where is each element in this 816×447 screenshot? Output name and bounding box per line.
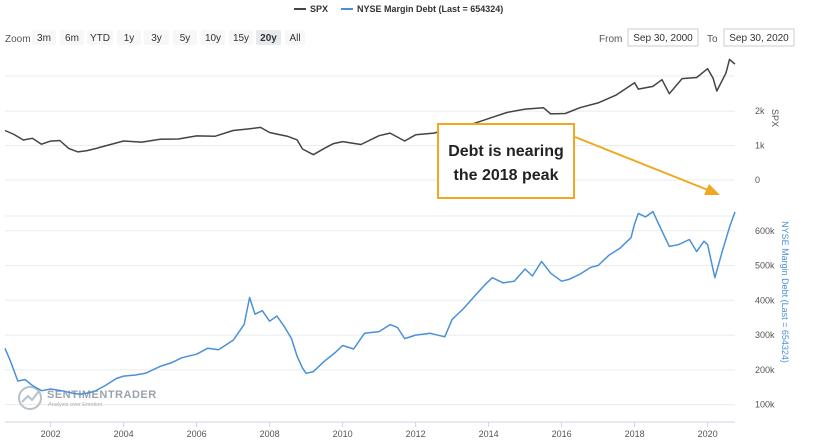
y-tick-label: 400k: [755, 295, 775, 305]
zoom-button-1y[interactable]: 1y: [117, 30, 141, 45]
from-date-box: [627, 28, 699, 47]
x-tick-label: 2020: [698, 429, 718, 439]
series-spx: [4, 58, 736, 156]
zoom-button-label: 15y: [233, 33, 249, 44]
arrow-line: [574, 136, 709, 191]
series-margin-debt: [4, 210, 736, 395]
zoom-button-bg: [229, 30, 253, 45]
zoom-label: Zoom: [5, 34, 31, 45]
zoom-button-label: 3y: [151, 33, 162, 44]
from-label: From: [599, 34, 622, 45]
grid-bottom: [5, 215, 735, 406]
legend: SPX NYSE Margin Debt (Last = 654324): [294, 4, 503, 14]
logo-tagline: Analysis over Emotion: [48, 402, 102, 408]
zoom-button-bg: [144, 30, 169, 45]
annotation-box: Debt is nearing the 2018 peak: [437, 123, 575, 199]
zoom-button-bg: [117, 30, 141, 45]
y-tick-label: 200k: [755, 365, 775, 375]
x-tick-label: 2016: [552, 429, 572, 439]
y-tick-label: 2k: [755, 106, 765, 116]
zoom-button-5y[interactable]: 5y: [173, 30, 197, 45]
zoom-button-bg: [60, 30, 84, 45]
zoom-button-bg: [256, 30, 281, 45]
zoom-button-label: 10y: [205, 33, 221, 44]
zoom-button-label: 6m: [65, 33, 79, 44]
zoom-button-bg: [87, 30, 113, 45]
annotation-arrow: [574, 136, 720, 195]
to-date-value: Sep 30, 2020: [729, 33, 789, 44]
zoom-button-label: All: [289, 33, 300, 44]
series-line-spx: [4, 58, 736, 156]
annotation-border: [437, 123, 575, 199]
zoom-button-label: 3m: [37, 33, 51, 44]
to-date-box: [723, 28, 795, 47]
zoom-button-label: 5y: [180, 33, 191, 44]
annotation-line-1: Debt is nearing: [448, 143, 564, 160]
zoom-button-20y[interactable]: 20y: [256, 30, 281, 45]
zoom-button-ytd[interactable]: YTD: [87, 30, 113, 45]
y-tick-label: 500k: [755, 261, 775, 271]
zoom-button-15y[interactable]: 15y: [229, 30, 253, 45]
logo-name: SENTIMENTRADER: [47, 389, 157, 401]
zoom-button-label: YTD: [90, 33, 110, 44]
x-tick-label: 2018: [625, 429, 645, 439]
x-tick-label: 2010: [333, 429, 353, 439]
y-tick-label: 100k: [755, 400, 775, 410]
y-tick-label: 0: [755, 175, 760, 185]
from-date-input[interactable]: Sep 30, 2000: [627, 28, 699, 47]
zoom-button-3m[interactable]: 3m: [32, 30, 56, 45]
to-label: To: [707, 34, 718, 45]
y-axis-title: NYSE Margin Debt (Last = 654324): [780, 221, 790, 363]
x-tick-label: 2012: [406, 429, 426, 439]
y-axis-margin-debt: 100k 200k 300k 400k 500k 600k NYSE Margin Debt…: [755, 221, 790, 410]
logo-mark: [18, 386, 42, 410]
zoom-button-label: 1y: [124, 33, 135, 44]
zoom-button-6m[interactable]: 6m: [60, 30, 84, 45]
x-tick-label: 2014: [479, 429, 499, 439]
zoom-button-group: 3m 6m YTD 1y 3y 5y 10y 15y 20y All: [32, 30, 305, 45]
annotation-line-2: the 2018 peak: [454, 167, 559, 184]
x-tick-label: 2006: [187, 429, 207, 439]
to-date-input[interactable]: Sep 30, 2020: [723, 28, 795, 47]
x-axis: 2002 2004 2006 2008 2010 2012 2014 2016 2018 2020: [5, 421, 735, 439]
zoom-button-label: 20y: [260, 33, 277, 44]
x-tick-label: 2008: [260, 429, 280, 439]
x-tick-label: 2002: [41, 429, 61, 439]
y-axis-spx: 0 1k 2k SPX: [755, 106, 780, 185]
y-tick-label: 600k: [755, 226, 775, 236]
legend-label-spx: SPX: [310, 4, 328, 14]
logo-chart-glyph: [21, 390, 40, 403]
legend-label-margin-debt: NYSE Margin Debt (Last = 654324): [357, 4, 503, 14]
y-tick-label: 300k: [755, 330, 775, 340]
sentimentrader-logo: SENTIMENTRADER Analysis over Emotion: [18, 386, 157, 410]
zoom-button-all[interactable]: All: [285, 30, 305, 45]
zoom-button-3y[interactable]: 3y: [144, 30, 169, 45]
legend-item-spx[interactable]: SPX: [294, 4, 328, 14]
zoom-button-bg: [285, 30, 305, 45]
series-line-margin-debt: [4, 210, 736, 395]
from-date-value: Sep 30, 2000: [633, 33, 693, 44]
x-tick-label: 2004: [114, 429, 134, 439]
y-axis-title: SPX: [770, 109, 780, 127]
zoom-button-bg: [201, 30, 225, 45]
zoom-button-10y[interactable]: 10y: [201, 30, 225, 45]
zoom-button-bg: [32, 30, 56, 45]
y-tick-label: 1k: [755, 141, 765, 151]
legend-item-margin-debt[interactable]: NYSE Margin Debt (Last = 654324): [341, 4, 503, 14]
arrow-head: [704, 184, 720, 195]
zoom-button-bg: [173, 30, 197, 45]
grid-top: [5, 75, 735, 181]
